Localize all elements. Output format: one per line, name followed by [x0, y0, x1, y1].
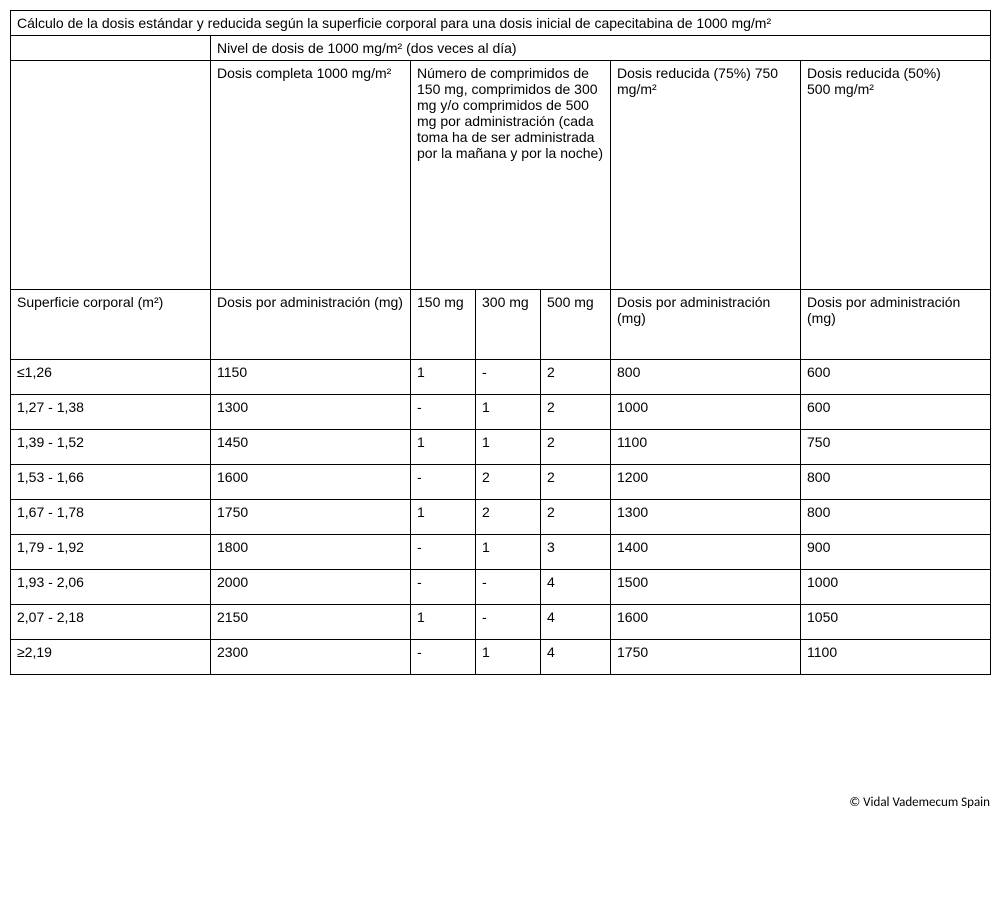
cell-full: 1600: [211, 465, 411, 500]
cell-d75: 1400: [611, 535, 801, 570]
cell-d50: 900: [801, 535, 991, 570]
header-full-dose: Dosis completa 1000 mg/m²: [211, 61, 411, 290]
cell-t150: -: [411, 570, 476, 605]
cell-d75: 1000: [611, 395, 801, 430]
dose-level-label: Nivel de dosis de 1000 mg/m² (dos veces …: [211, 36, 991, 61]
empty-cell: [11, 36, 211, 61]
cell-t150: -: [411, 465, 476, 500]
cell-surface: 1,79 - 1,92: [11, 535, 211, 570]
cell-d50: 800: [801, 465, 991, 500]
header-dose-admin-full: Dosis por administración (mg): [211, 290, 411, 360]
header-300mg: 300 mg: [476, 290, 541, 360]
cell-t500: 4: [541, 640, 611, 675]
header-dose-admin-75: Dosis por administración (mg): [611, 290, 801, 360]
cell-full: 2000: [211, 570, 411, 605]
cell-d75: 1200: [611, 465, 801, 500]
cell-surface: 1,53 - 1,66: [11, 465, 211, 500]
table-row: 2,07 - 2,1821501-416001050: [11, 605, 991, 640]
cell-d50: 750: [801, 430, 991, 465]
table-row: 1,93 - 2,062000--415001000: [11, 570, 991, 605]
header-reduced-50-line1: Dosis reducida (50%): [807, 65, 941, 81]
cell-full: 2150: [211, 605, 411, 640]
cell-d75: 1300: [611, 500, 801, 535]
header-500mg: 500 mg: [541, 290, 611, 360]
header-reduced-75: Dosis reducida (75%) 750 mg/m²: [611, 61, 801, 290]
cell-t300: -: [476, 570, 541, 605]
cell-full: 1300: [211, 395, 411, 430]
cell-d50: 1050: [801, 605, 991, 640]
header-150mg: 150 mg: [411, 290, 476, 360]
table-row: 1,39 - 1,5214501121100750: [11, 430, 991, 465]
cell-surface: 1,67 - 1,78: [11, 500, 211, 535]
table-row: ≥2,192300-1417501100: [11, 640, 991, 675]
cell-t500: 2: [541, 465, 611, 500]
table-row: ≤1,2611501-2800600: [11, 360, 991, 395]
cell-full: 1800: [211, 535, 411, 570]
cell-t500: 4: [541, 570, 611, 605]
header-reduced-50-line2: 500 mg/m²: [807, 81, 874, 97]
cell-d75: 800: [611, 360, 801, 395]
header-tablets: Número de comprimidos de 150 mg, comprim…: [411, 61, 611, 290]
cell-t300: -: [476, 360, 541, 395]
table-title: Cálculo de la dosis estándar y reducida …: [11, 11, 991, 36]
cell-t500: 2: [541, 500, 611, 535]
header-surface: Superficie corporal (m²): [11, 290, 211, 360]
cell-d50: 600: [801, 395, 991, 430]
cell-t500: 2: [541, 430, 611, 465]
cell-t300: 1: [476, 395, 541, 430]
cell-t150: 1: [411, 360, 476, 395]
cell-full: 1450: [211, 430, 411, 465]
cell-full: 1150: [211, 360, 411, 395]
cell-d75: 1750: [611, 640, 801, 675]
cell-surface: 1,39 - 1,52: [11, 430, 211, 465]
cell-d75: 1500: [611, 570, 801, 605]
cell-t500: 3: [541, 535, 611, 570]
dosage-table: Cálculo de la dosis estándar y reducida …: [10, 10, 991, 675]
cell-t300: 2: [476, 465, 541, 500]
table-row: 1,53 - 1,661600-221200800: [11, 465, 991, 500]
cell-t300: -: [476, 605, 541, 640]
cell-t150: -: [411, 535, 476, 570]
cell-d50: 1100: [801, 640, 991, 675]
cell-t500: 2: [541, 395, 611, 430]
cell-surface: 2,07 - 2,18: [11, 605, 211, 640]
cell-t500: 2: [541, 360, 611, 395]
cell-t300: 2: [476, 500, 541, 535]
cell-t300: 1: [476, 640, 541, 675]
cell-t150: -: [411, 395, 476, 430]
cell-full: 2300: [211, 640, 411, 675]
cell-surface: 1,93 - 2,06: [11, 570, 211, 605]
table-row: 1,79 - 1,921800-131400900: [11, 535, 991, 570]
table-row: 1,67 - 1,7817501221300800: [11, 500, 991, 535]
header-reduced-50: Dosis reducida (50%) 500 mg/m²: [801, 61, 991, 290]
cell-surface: 1,27 - 1,38: [11, 395, 211, 430]
cell-t150: 1: [411, 500, 476, 535]
cell-t150: 1: [411, 430, 476, 465]
cell-d50: 600: [801, 360, 991, 395]
empty-cell: [11, 61, 211, 290]
cell-t150: -: [411, 640, 476, 675]
cell-t300: 1: [476, 430, 541, 465]
cell-surface: ≤1,26: [11, 360, 211, 395]
cell-t150: 1: [411, 605, 476, 640]
cell-d50: 800: [801, 500, 991, 535]
cell-full: 1750: [211, 500, 411, 535]
cell-surface: ≥2,19: [11, 640, 211, 675]
header-dose-admin-50: Dosis por administración (mg): [801, 290, 991, 360]
footer-copyright: © Vidal Vademecum Spain: [10, 795, 990, 810]
table-row: 1,27 - 1,381300-121000600: [11, 395, 991, 430]
cell-t300: 1: [476, 535, 541, 570]
cell-t500: 4: [541, 605, 611, 640]
cell-d50: 1000: [801, 570, 991, 605]
cell-d75: 1600: [611, 605, 801, 640]
cell-d75: 1100: [611, 430, 801, 465]
